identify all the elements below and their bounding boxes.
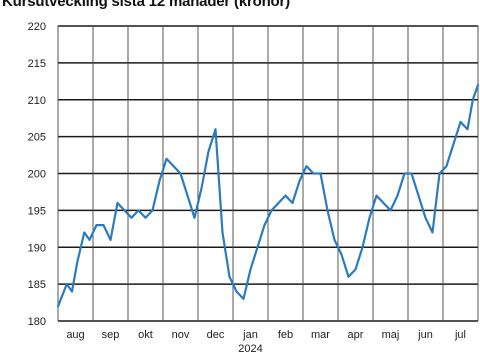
- price-point: [396, 194, 399, 197]
- price-point: [165, 157, 168, 160]
- price-point: [354, 268, 357, 271]
- price-point: [368, 216, 371, 219]
- price-point: [333, 238, 336, 241]
- price-point: [291, 202, 294, 204]
- price-point: [438, 172, 441, 175]
- price-point: [361, 246, 364, 249]
- price-point: [186, 194, 189, 197]
- price-point: [263, 224, 266, 227]
- price-point: [466, 128, 469, 131]
- price-point: [172, 165, 175, 168]
- price-point: [305, 165, 308, 168]
- y-tick-label: 220: [28, 21, 46, 33]
- price-point: [95, 224, 98, 227]
- price-point: [382, 202, 385, 204]
- price-point: [65, 283, 68, 286]
- price-point: [417, 194, 420, 197]
- price-point: [193, 216, 196, 219]
- price-point: [179, 172, 182, 175]
- price-point: [389, 209, 392, 212]
- price-point: [83, 231, 86, 234]
- x-tick-label: jan: [242, 329, 258, 341]
- price-point: [375, 194, 378, 197]
- price-point: [207, 150, 210, 153]
- price-point: [144, 216, 147, 219]
- price-point: [123, 209, 126, 212]
- price-point: [116, 202, 119, 204]
- price-point: [459, 120, 462, 123]
- price-point: [403, 172, 406, 175]
- price-point: [312, 172, 315, 175]
- price-point: [214, 128, 217, 131]
- y-tick-label: 190: [28, 242, 46, 254]
- price-point: [319, 172, 322, 175]
- series-layer: [56, 83, 480, 308]
- price-point: [130, 216, 133, 219]
- x-tick-label: okt: [138, 329, 153, 341]
- y-tick-label: 200: [28, 169, 46, 181]
- price-point: [102, 224, 105, 227]
- price-point: [151, 209, 154, 212]
- x-tick-label: nov: [172, 329, 190, 341]
- x-tick-label: maj: [382, 329, 400, 341]
- price-point: [326, 209, 329, 212]
- x-tick-label: apr: [348, 329, 364, 341]
- price-point: [347, 275, 350, 278]
- price-point: [158, 179, 161, 182]
- price-point: [277, 202, 280, 204]
- price-point: [57, 305, 59, 308]
- price-point: [71, 290, 73, 293]
- price-point: [221, 231, 224, 234]
- price-point: [410, 172, 413, 175]
- price-point: [249, 268, 252, 271]
- y-tick-label: 215: [28, 58, 46, 70]
- y-tick-label: 210: [28, 95, 46, 107]
- y-tick-label: 205: [28, 132, 46, 144]
- price-point: [270, 209, 273, 212]
- x-tick-label: jun: [417, 329, 433, 341]
- price-point: [445, 165, 448, 168]
- price-point: [477, 84, 479, 86]
- price-point: [284, 194, 287, 197]
- price-point: [471, 98, 474, 101]
- x-axis-ticks: aug sep okt nov dec jan feb mar apr maj jun jul 2024: [66, 329, 466, 352]
- price-point: [137, 209, 140, 212]
- x-tick-label: dec: [207, 329, 225, 341]
- x-tick-label: jul: [454, 329, 466, 341]
- year-label: 2024: [238, 343, 262, 352]
- price-point: [452, 143, 455, 145]
- price-point: [228, 275, 231, 278]
- x-tick-label: sep: [102, 329, 120, 341]
- price-point: [256, 246, 259, 249]
- y-axis-ticks: 180 185 190 195 200 205 210 215 220: [28, 21, 46, 328]
- y-tick-label: 180: [28, 316, 46, 328]
- price-line: [56, 83, 480, 308]
- price-point: [242, 297, 245, 300]
- price-point: [298, 179, 301, 182]
- chart-title: Kursutveckling sista 12 månader (kronor): [2, 0, 290, 10]
- x-tick-label: aug: [66, 329, 84, 341]
- price-point: [88, 238, 91, 241]
- price-point: [431, 231, 434, 234]
- x-tick-label: feb: [278, 329, 293, 341]
- price-point: [424, 216, 427, 219]
- price-point: [235, 290, 238, 293]
- price-point: [109, 238, 112, 241]
- y-tick-label: 195: [28, 205, 46, 217]
- price-point: [200, 187, 203, 190]
- vertical-gridlines: [57, 26, 479, 321]
- price-point: [340, 253, 343, 256]
- x-tick-label: mar: [311, 329, 330, 341]
- y-tick-label: 185: [28, 279, 46, 291]
- price-point: [76, 261, 79, 263]
